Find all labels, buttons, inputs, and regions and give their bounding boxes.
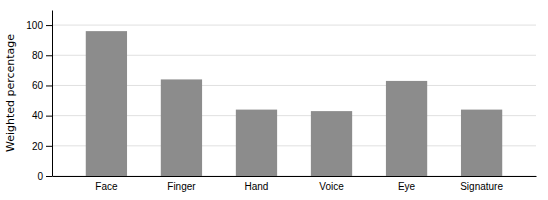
y-tick-mark [46,85,52,86]
y-axis-title: Weighted percentage [4,34,17,152]
bar [161,79,202,176]
y-tick-label: 0 [37,171,43,182]
chart: Face Finger Hand Voice Eye Signature 0 20 40 60 80… [0,0,548,200]
x-tick-label: Face [95,181,118,192]
y-tick-label: 20 [32,141,44,152]
bar [311,111,352,176]
y-tick-mark [46,176,52,177]
x-tick: Signature [460,181,503,192]
x-axis: Face Finger Hand Voice Eye Signature [53,177,537,193]
bar [386,81,427,176]
x-tick-label: Hand [245,181,269,192]
bar [461,110,502,176]
bar [236,110,277,176]
x-tick: Voice [319,181,344,192]
x-tick-label: Finger [167,181,196,192]
x-axis-line [53,176,537,177]
x-tick: Eye [398,181,416,192]
y-tick: 80 [32,50,52,61]
x-tick-label: Signature [460,181,503,192]
x-tick: Hand [245,181,269,192]
y-tick-label: 40 [32,110,44,121]
y-tick: 100 [26,20,52,31]
x-tick: Face [95,181,118,192]
grid [52,25,536,176]
y-tick-label: 100 [26,20,43,31]
y-tick-mark [46,116,52,117]
bars [86,31,502,176]
grid-line [52,25,536,26]
y-tick-mark [46,55,52,56]
y-axis: 0 20 40 60 80 100 [26,11,52,182]
y-tick-label: 80 [32,50,44,61]
y-tick: 40 [32,110,52,121]
y-tick: 20 [32,141,52,152]
y-tick-label: 60 [32,80,44,91]
y-axis-line [52,11,53,177]
bar [86,31,127,176]
x-tick: Finger [167,181,196,192]
plot: Face Finger Hand Voice Eye Signature 0 20 40 60 80… [26,11,536,193]
y-tick: 60 [32,80,52,91]
x-tick-label: Voice [319,181,344,192]
x-tick-label: Eye [398,181,416,192]
y-tick-mark [46,25,52,26]
y-tick-mark [46,146,52,147]
y-tick: 0 [37,171,52,182]
